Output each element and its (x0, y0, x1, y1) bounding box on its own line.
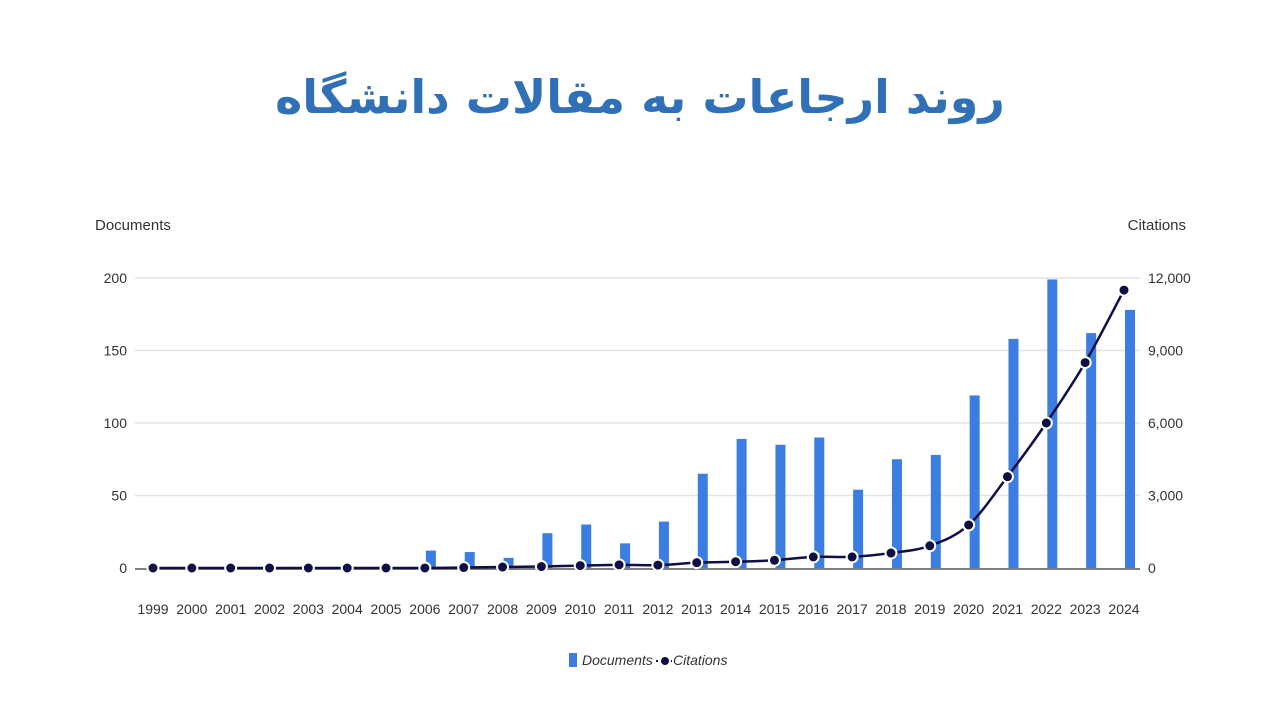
y-right-tick-label: 6,000 (1148, 415, 1183, 431)
x-tick-label: 2020 (953, 601, 984, 617)
documents-bar (581, 524, 592, 568)
x-tick-label: 2006 (409, 601, 440, 617)
citations-point (884, 546, 898, 560)
x-tick-label: 2008 (487, 601, 518, 617)
citations-point (612, 558, 626, 572)
citations-point (845, 550, 859, 564)
documents-bar (736, 438, 747, 568)
citations-points (146, 283, 1131, 575)
gridlines (135, 277, 1140, 497)
x-tick-label: 2011 (604, 601, 634, 617)
citations-point (457, 561, 471, 575)
citations-point (185, 561, 199, 575)
y-left-tick-label: 150 (104, 343, 128, 359)
documents-bar (542, 533, 553, 568)
y-right-tick-label: 9,000 (1148, 343, 1183, 359)
y-right-tick-label: 0 (1148, 560, 1156, 576)
citations-point (651, 558, 665, 572)
legend-citations-marker (661, 657, 669, 665)
y-left-tick-label: 100 (104, 415, 128, 431)
citations-point (573, 559, 587, 573)
x-tick-label: 2024 (1108, 601, 1139, 617)
documents-bar (930, 454, 941, 568)
documents-bar (1125, 309, 1135, 568)
legend-citations-label: Citations (673, 652, 727, 668)
citations-point (379, 561, 393, 575)
citations-point (263, 561, 277, 575)
x-tick-label: 2012 (642, 601, 673, 617)
documents-bar (775, 444, 786, 568)
x-tick-label: 2010 (565, 601, 596, 617)
citations-point (1117, 283, 1131, 297)
y-left-tick-label: 0 (119, 560, 127, 576)
x-tick-label: 2009 (526, 601, 557, 617)
citations-point (340, 561, 354, 575)
documents-bar (620, 543, 631, 568)
x-tick-label: 2021 (992, 601, 1023, 617)
x-tick-label: 2005 (370, 601, 401, 617)
documents-bar (814, 437, 825, 568)
documents-bar (1086, 333, 1097, 568)
y-right-tick-label: 12,000 (1148, 270, 1191, 286)
citations-point (534, 560, 548, 574)
x-tick-label: 2001 (215, 601, 246, 617)
legend-documents-swatch (569, 653, 577, 667)
x-tick-label: 2004 (332, 601, 363, 617)
documents-bar (969, 395, 980, 568)
y-left-tick-labels: 0 50 100 150 200 (104, 270, 128, 576)
y-right-axis-title: Citations (1128, 217, 1186, 234)
citations-point (806, 550, 820, 564)
x-tick-labels: 1999 2000 2001 2002 2003 2004 2005 2006 2007 2008… (137, 601, 1139, 617)
documents-bar (425, 550, 436, 568)
citations-point (146, 561, 160, 575)
citations-point (1078, 356, 1092, 370)
x-tick-label: 2013 (681, 601, 712, 617)
x-tick-label: 2019 (914, 601, 945, 617)
x-tick-label: 2014 (720, 601, 751, 617)
legend-documents-label: Documents (582, 652, 653, 668)
citations-point (496, 560, 510, 574)
y-left-tick-label: 200 (104, 270, 128, 286)
documents-bar (891, 459, 902, 568)
x-tick-label: 1999 (137, 601, 168, 617)
y-left-tick-label: 50 (111, 488, 127, 504)
x-tick-label: 2023 (1070, 601, 1101, 617)
x-tick-label: 2018 (875, 601, 906, 617)
citations-point (1000, 470, 1014, 484)
citations-point (224, 561, 238, 575)
y-right-tick-labels: 0 3,000 6,000 9,000 12,000 (1148, 270, 1191, 576)
x-tick-label: 2016 (798, 601, 829, 617)
x-tick-label: 2015 (759, 601, 790, 617)
x-tick-label: 2002 (254, 601, 285, 617)
citations-point (767, 553, 781, 567)
documents-bar (503, 557, 514, 568)
x-tick-label: 2022 (1031, 601, 1062, 617)
x-tick-label: 2007 (448, 601, 479, 617)
documents-bar (464, 552, 475, 568)
legend: Documents Citations (569, 652, 727, 668)
x-tick-label: 2003 (293, 601, 324, 617)
page-title: روند ارجاعات به مقالات دانشگاه (275, 70, 1005, 124)
citations-point (923, 539, 937, 553)
documents-bar (697, 473, 708, 568)
citations-point (418, 561, 432, 575)
citations-point (301, 561, 315, 575)
documents-bar (853, 489, 864, 568)
citations-point (1039, 416, 1053, 430)
y-left-axis-title: Documents (95, 217, 171, 234)
documents-bar (658, 521, 669, 568)
x-tick-label: 2000 (176, 601, 207, 617)
documents-bar (1008, 338, 1019, 568)
citations-point (962, 518, 976, 532)
citations-point (690, 556, 704, 570)
x-tick-label: 2017 (837, 601, 868, 617)
y-right-tick-label: 3,000 (1148, 488, 1183, 504)
citations-point (729, 555, 743, 569)
